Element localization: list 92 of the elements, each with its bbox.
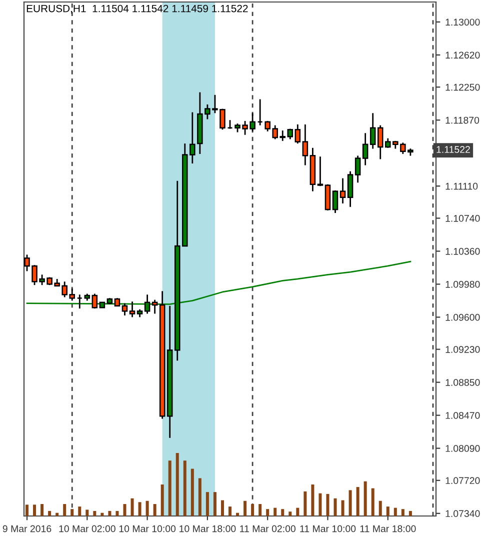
- x-tick-label: 11 Mar 10:00: [300, 525, 356, 532]
- chart-title: EURUSD,H1 1.11504 1.11542 1.11459 1.11522: [26, 4, 248, 14]
- bar: [160, 484, 164, 516]
- y-tick-label: 1.12250: [446, 84, 480, 91]
- bar: [348, 490, 352, 516]
- bar: [213, 492, 216, 516]
- bar: [266, 509, 270, 516]
- y-tick-label: 1.08090: [446, 445, 480, 452]
- y-tick-label: 1.09980: [446, 280, 480, 288]
- y-tick-label: 1.08850: [446, 379, 480, 386]
- candlestick: [302, 124, 308, 166]
- candlestick: [92, 293, 98, 310]
- candlestick: [362, 132, 368, 166]
- bar: [108, 510, 112, 516]
- bar: [228, 506, 232, 516]
- y-tick-label: 1.12620: [446, 52, 480, 59]
- bar: [130, 498, 134, 516]
- bar: [198, 478, 202, 516]
- bar: [63, 504, 66, 516]
- candlestick: [332, 190, 338, 214]
- candlestick: [294, 124, 301, 144]
- y-tick-label: 1.09600: [446, 314, 480, 321]
- bar: [258, 504, 262, 516]
- candlestick: [152, 299, 158, 314]
- bar: [401, 509, 404, 516]
- bar: [33, 504, 36, 516]
- y-tick-label: 1.10740: [446, 214, 480, 222]
- candlestick: [317, 156, 324, 187]
- bar: [190, 468, 194, 516]
- bar: [206, 492, 209, 516]
- bar: [236, 512, 240, 516]
- y-tick-label: 1.09230: [446, 346, 480, 353]
- bar: [176, 453, 179, 516]
- bar: [304, 491, 307, 516]
- bar: [251, 504, 254, 516]
- bar: [26, 504, 29, 516]
- bar: [408, 510, 412, 516]
- candlestick: [122, 302, 128, 316]
- bar: [318, 493, 322, 516]
- candlestick: [347, 170, 354, 208]
- bar: [334, 498, 337, 516]
- x-tick-label: 11 Mar 02:00: [240, 525, 296, 532]
- bar: [386, 506, 390, 516]
- bar: [281, 509, 284, 516]
- bar: [86, 510, 89, 516]
- bar: [40, 504, 44, 516]
- candlestick: [340, 178, 346, 204]
- x-tick-label: 10 Mar 02:00: [59, 525, 116, 532]
- bar: [394, 508, 397, 516]
- bar: [146, 500, 149, 516]
- y-tick-label: 1.11110: [446, 182, 478, 190]
- bar: [341, 500, 344, 516]
- bar: [123, 504, 126, 516]
- candlestick: [377, 124, 384, 160]
- x-tick-label: 10 Mar 10:00: [119, 525, 176, 532]
- candlestick: [370, 112, 376, 150]
- candlestick: [76, 294, 83, 310]
- bar: [274, 508, 277, 516]
- bar: [183, 460, 186, 516]
- bar: [48, 510, 52, 516]
- bar: [153, 504, 156, 516]
- y-tick-label: 1.11870: [446, 116, 480, 124]
- y-tick-label: 1.07340: [446, 510, 480, 518]
- bar: [138, 502, 142, 516]
- y-tick-label: 1.08470: [446, 412, 480, 419]
- bar: [116, 510, 119, 516]
- bar: [296, 508, 300, 516]
- bar: [371, 488, 374, 516]
- bar: [378, 500, 382, 516]
- bar: [100, 512, 104, 516]
- candlestick: [354, 154, 361, 184]
- candlestick: [129, 300, 136, 318]
- bar: [311, 484, 314, 516]
- y-tick-label: 1.07720: [446, 477, 480, 484]
- x-tick-label: 11 Mar 18:00: [360, 525, 416, 532]
- x-tick-label: 9 Mar 2016: [2, 525, 52, 532]
- bar: [93, 510, 96, 516]
- bar: [244, 500, 247, 516]
- bar: [220, 500, 224, 516]
- bar: [326, 494, 330, 516]
- candlestick: [257, 98, 263, 126]
- bar: [56, 512, 59, 516]
- bar: [168, 460, 172, 516]
- bar: [364, 481, 367, 516]
- x-tick-label: 10 Mar 18:00: [180, 525, 236, 532]
- bar: [288, 512, 292, 516]
- bar: [356, 487, 360, 516]
- y-tick-label: 1.13000: [446, 18, 480, 26]
- annotation: 1.11522: [436, 146, 470, 153]
- bar: [70, 509, 74, 516]
- bar: [78, 506, 82, 516]
- y-tick-label: 1.10360: [446, 248, 480, 255]
